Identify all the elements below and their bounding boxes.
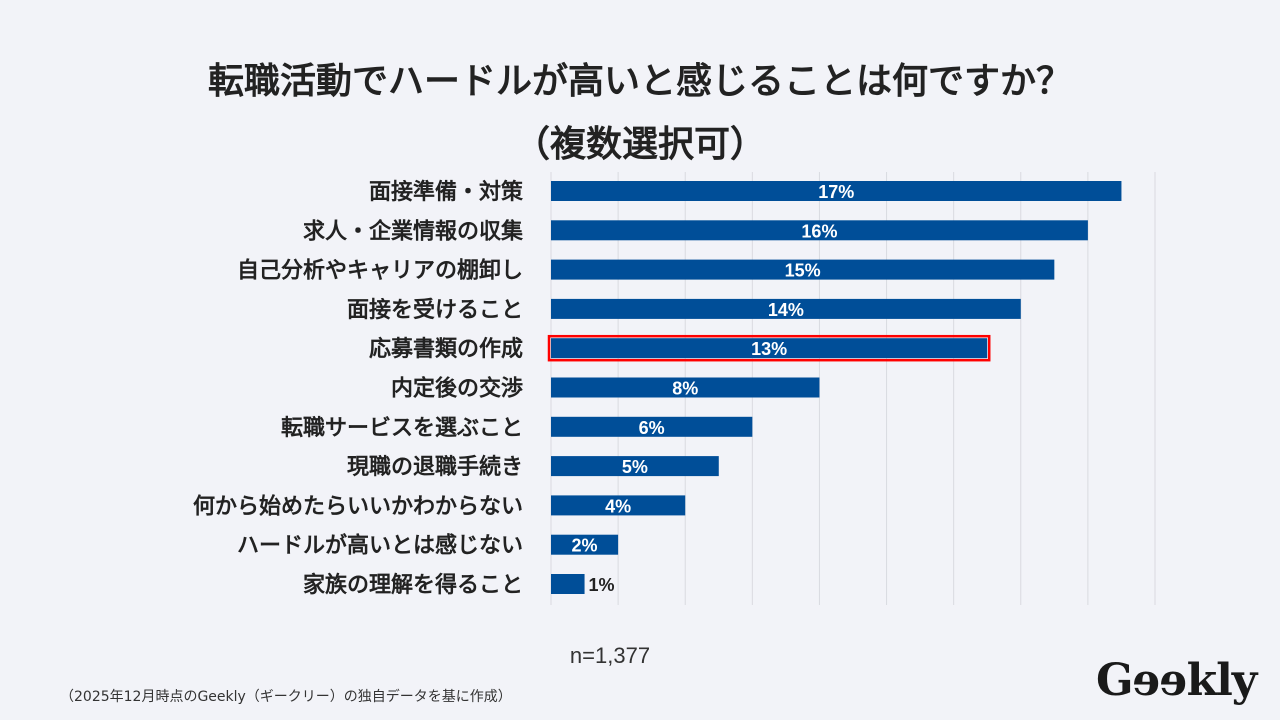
category-label: 求人・企業情報の収集 [303, 218, 524, 244]
category-label: 現職の退職手続き [347, 454, 523, 480]
highlight-border [547, 334, 991, 362]
data-label: 17% [818, 182, 854, 202]
category-label: 面接準備・対策 [369, 179, 524, 205]
category-label: ハードルが高いとは感じない [237, 533, 523, 559]
category-label: 家族の理解を得ること [303, 572, 523, 598]
category-label: 自己分析やキャリアの棚卸し [237, 258, 523, 284]
bar [551, 377, 820, 398]
bar [551, 181, 1122, 201]
data-label: 16% [801, 221, 837, 241]
category-label: 何から始めたらいいかわからない [193, 493, 523, 519]
chart-subtitle: （複数選択可） [513, 124, 766, 165]
category-label: 内定後の交渉 [391, 376, 523, 402]
data-label: 14% [768, 300, 804, 320]
category-label: 応募書類の作成 [369, 336, 523, 362]
data-label: 8% [672, 379, 698, 399]
category-label: 転職サービスを選ぶこと [281, 415, 523, 441]
bar [551, 456, 719, 477]
source-note: （2025年12月時点のGeekly（ギークリー）の独自データを基に作成） [60, 689, 512, 705]
data-label: 5% [622, 457, 648, 477]
bar [551, 298, 1021, 319]
chart-title: 転職活動でハードルが高いと感じることは何ですか？ [207, 61, 1072, 102]
bar [551, 338, 988, 359]
data-label: 1% [589, 575, 615, 595]
bar [551, 495, 686, 516]
bar [551, 534, 619, 555]
bar [551, 416, 753, 437]
data-label: 13% [751, 339, 787, 359]
data-label: 2% [572, 536, 598, 556]
sample-size: n=1,377 [569, 643, 651, 668]
data-label: 15% [785, 261, 821, 281]
bar [551, 259, 1055, 280]
data-label: 6% [639, 418, 665, 438]
data-label: 4% [605, 496, 631, 516]
bar [551, 220, 1088, 241]
bar [551, 574, 585, 594]
category-label: 面接を受けること [347, 297, 523, 323]
geekly-logo: Geekly [1096, 655, 1257, 706]
